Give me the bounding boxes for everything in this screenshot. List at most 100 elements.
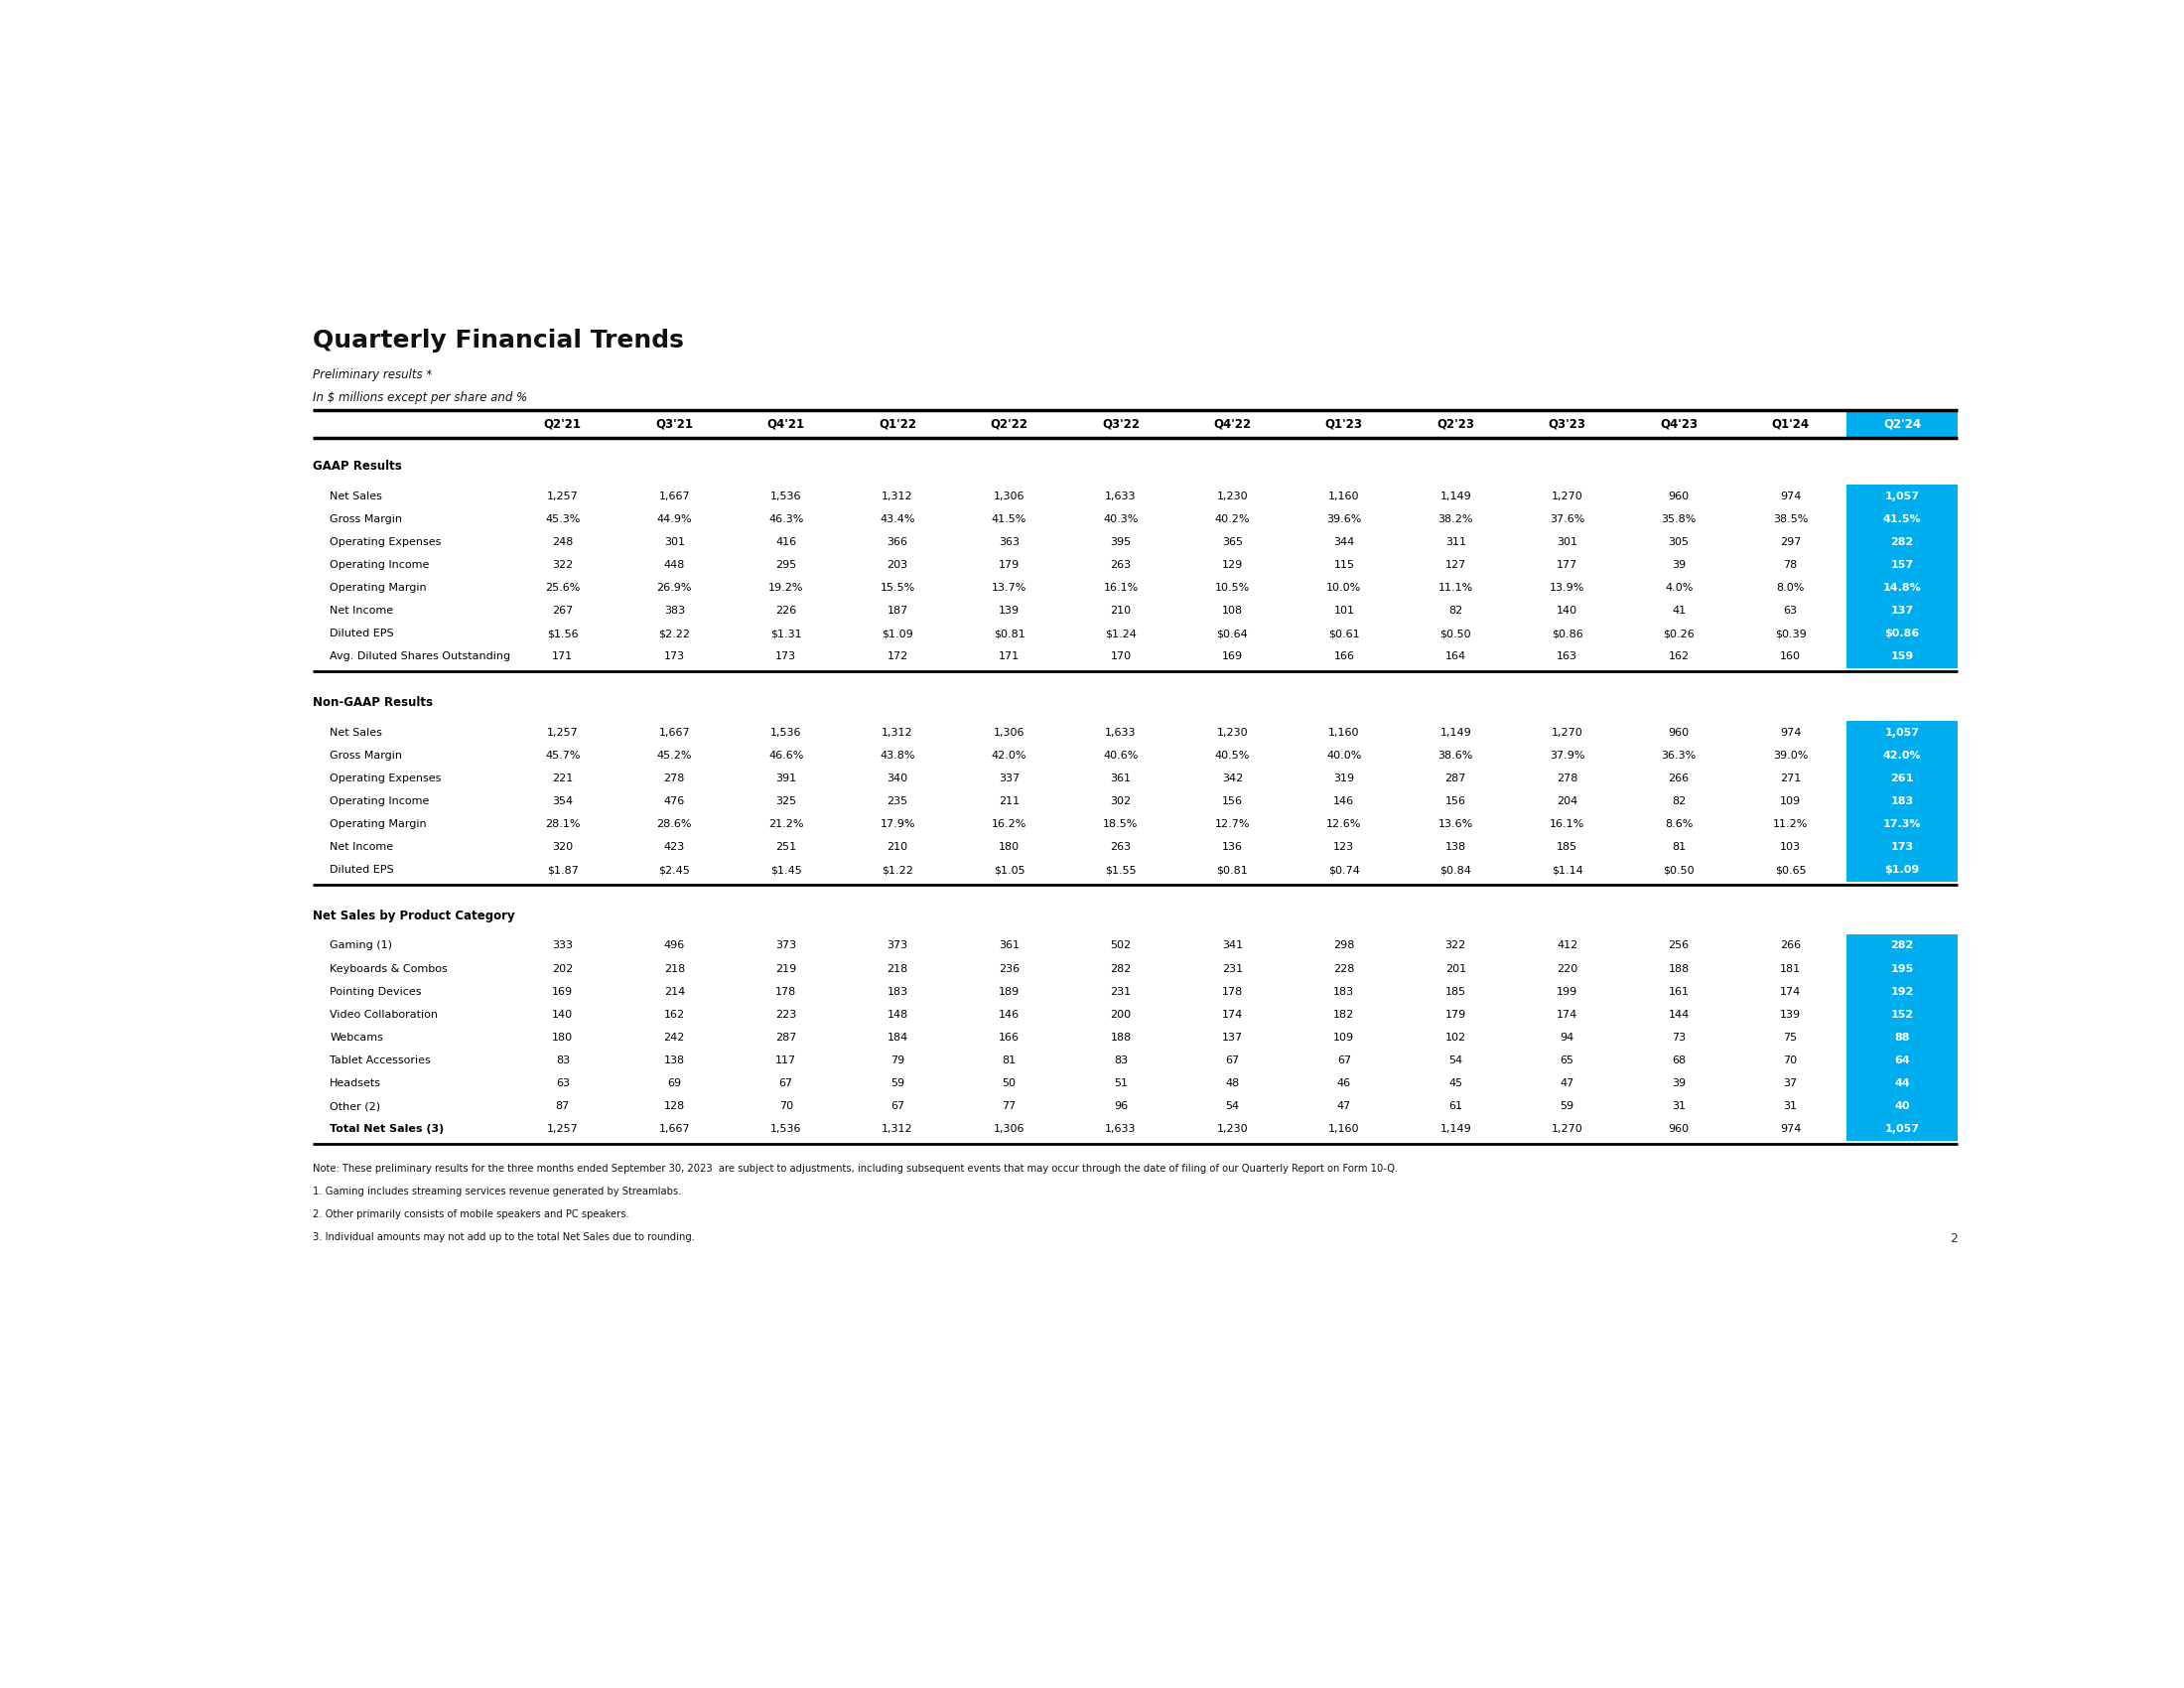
Text: $0.81: $0.81 [994,630,1024,638]
Text: $1.56: $1.56 [546,630,579,638]
Text: 63: 63 [555,1079,570,1089]
Text: $1.09: $1.09 [882,630,913,638]
Text: $0.26: $0.26 [1662,630,1695,638]
Text: 41.5%: 41.5% [1883,515,1922,523]
Bar [1845,484,1957,508]
Text: 11.2%: 11.2% [1773,819,1808,829]
Text: 82: 82 [1671,797,1686,807]
Text: 70: 70 [780,1101,793,1111]
Text: 47: 47 [1337,1101,1352,1111]
Bar [1845,1096,1957,1117]
Text: 140: 140 [1557,606,1577,616]
Text: Operating Margin: Operating Margin [330,582,426,592]
Text: 10.0%: 10.0% [1326,582,1361,592]
Text: 42.0%: 42.0% [1883,751,1922,760]
Text: 319: 319 [1334,773,1354,783]
Text: $0.61: $0.61 [1328,630,1361,638]
Text: Gaming (1): Gaming (1) [330,940,393,950]
Text: 46.6%: 46.6% [769,751,804,760]
Text: 423: 423 [664,842,686,852]
Bar [1845,1026,1957,1048]
Text: 75: 75 [1784,1033,1797,1043]
Text: 305: 305 [1669,537,1688,547]
Text: 44.9%: 44.9% [657,515,692,523]
Text: 1,057: 1,057 [1885,1124,1920,1134]
Text: $1.09: $1.09 [1885,864,1920,874]
Text: 88: 88 [1894,1033,1909,1043]
Text: 301: 301 [664,537,686,547]
Text: 50: 50 [1002,1079,1016,1089]
Text: 361: 361 [998,940,1020,950]
Text: 363: 363 [998,537,1020,547]
Text: 179: 179 [1446,1009,1465,1020]
Text: Q3'21: Q3'21 [655,419,692,430]
Text: 1,312: 1,312 [882,491,913,501]
Text: 8.6%: 8.6% [1664,819,1693,829]
Text: 266: 266 [1780,940,1802,950]
Bar [1845,812,1957,836]
Text: 54: 54 [1448,1055,1463,1065]
Text: Webcams: Webcams [330,1033,384,1043]
Text: 416: 416 [775,537,797,547]
Text: 178: 178 [775,986,797,996]
Text: Avg. Diluted Shares Outstanding: Avg. Diluted Shares Outstanding [330,652,511,662]
Text: 1,270: 1,270 [1551,728,1583,738]
Text: 69: 69 [668,1079,681,1089]
Text: 46: 46 [1337,1079,1352,1089]
Text: 43.4%: 43.4% [880,515,915,523]
Text: 40.3%: 40.3% [1103,515,1138,523]
Text: 251: 251 [775,842,797,852]
Text: 373: 373 [887,940,909,950]
Text: 1,149: 1,149 [1439,1124,1472,1134]
Text: $0.64: $0.64 [1216,630,1249,638]
Text: 45.7%: 45.7% [546,751,581,760]
Text: 144: 144 [1669,1009,1690,1020]
Text: 59: 59 [891,1079,904,1089]
Text: 231: 231 [1109,986,1131,996]
Text: 43.8%: 43.8% [880,751,915,760]
Text: 161: 161 [1669,986,1688,996]
Text: $1.14: $1.14 [1551,864,1583,874]
Text: Operating Income: Operating Income [330,560,430,571]
Text: 39: 39 [1673,560,1686,571]
Text: 16.1%: 16.1% [1103,582,1138,592]
Text: 39.0%: 39.0% [1773,751,1808,760]
Text: $1.55: $1.55 [1105,864,1136,874]
Text: $0.84: $0.84 [1439,864,1472,874]
Text: 139: 139 [998,606,1020,616]
Text: 81: 81 [1002,1055,1016,1065]
Text: 301: 301 [1557,537,1577,547]
Text: 17.9%: 17.9% [880,819,915,829]
Bar [1845,410,1957,439]
Text: 192: 192 [1891,986,1913,996]
Text: 139: 139 [1780,1009,1802,1020]
Text: 1,149: 1,149 [1439,491,1472,501]
Text: 218: 218 [664,964,686,974]
Text: 228: 228 [1334,964,1354,974]
Text: 163: 163 [1557,652,1577,662]
Text: 1,306: 1,306 [994,728,1024,738]
Text: 2. Other primarily consists of mobile speakers and PC speakers.: 2. Other primarily consists of mobile sp… [312,1210,629,1219]
Text: 67: 67 [780,1079,793,1089]
Text: 8.0%: 8.0% [1776,582,1804,592]
Text: 170: 170 [1109,652,1131,662]
Text: 1,667: 1,667 [660,728,690,738]
Text: 974: 974 [1780,728,1802,738]
Text: Q2'23: Q2'23 [1437,419,1474,430]
Text: 174: 174 [1557,1009,1577,1020]
Text: 256: 256 [1669,940,1690,950]
Text: $1.22: $1.22 [882,864,913,874]
Text: Headsets: Headsets [330,1079,382,1089]
Text: Net Sales by Product Category: Net Sales by Product Category [312,910,515,922]
Text: 178: 178 [1221,986,1243,996]
Text: 298: 298 [1334,940,1354,950]
Text: 38.2%: 38.2% [1437,515,1474,523]
Text: 342: 342 [1221,773,1243,783]
Text: 340: 340 [887,773,909,783]
Text: 211: 211 [998,797,1020,807]
Text: 1,667: 1,667 [660,1124,690,1134]
Text: 1,160: 1,160 [1328,1124,1361,1134]
Text: Net Income: Net Income [330,842,393,852]
Text: Net Income: Net Income [330,606,393,616]
Text: 129: 129 [1221,560,1243,571]
